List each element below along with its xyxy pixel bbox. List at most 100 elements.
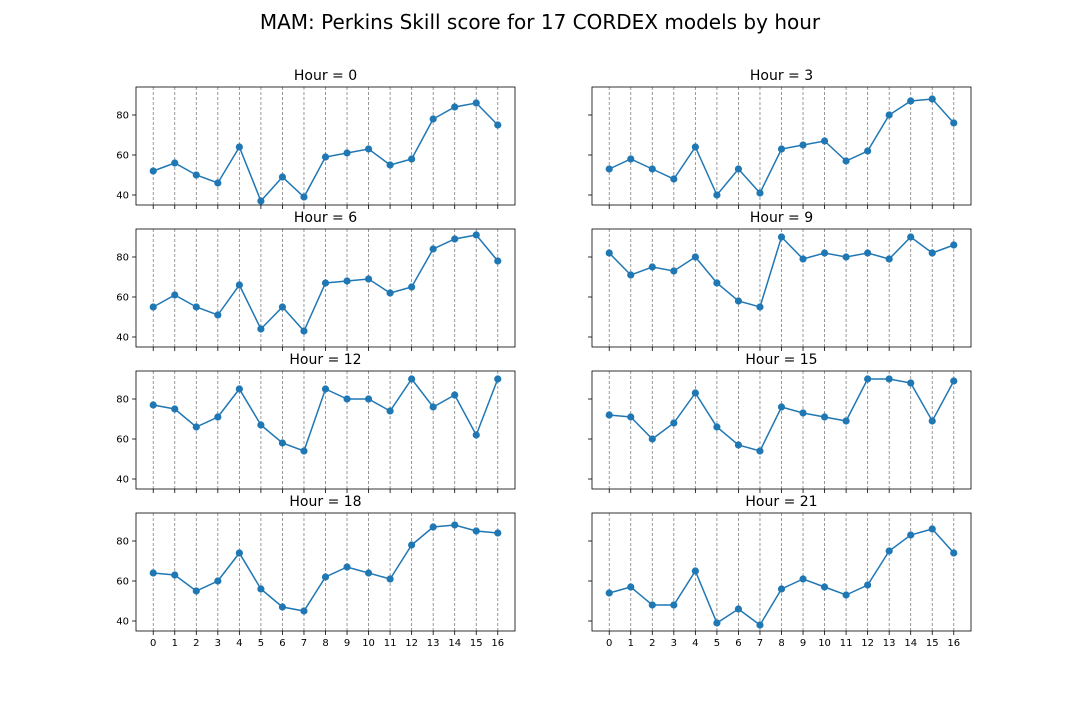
x-tick-label: 16 <box>491 638 504 649</box>
x-tick-label: 4 <box>692 638 698 649</box>
data-point <box>494 121 502 129</box>
x-tick-label: 0 <box>150 638 156 649</box>
data-point <box>257 325 265 333</box>
data-point <box>494 375 502 383</box>
data-point <box>820 249 829 257</box>
data-point <box>386 161 394 169</box>
data-point <box>408 155 416 163</box>
data-point <box>799 409 807 417</box>
data-point <box>928 525 936 533</box>
x-tick-label: 7 <box>757 638 763 649</box>
data-point <box>950 549 958 557</box>
x-tick-label: 11 <box>384 638 397 649</box>
data-point <box>799 575 807 583</box>
series-line <box>609 378 955 452</box>
data-point <box>928 249 936 257</box>
x-tick-label: 1 <box>172 638 178 649</box>
x-tick-label: 8 <box>322 638 328 649</box>
data-point <box>885 111 893 119</box>
x-tick-label: 0 <box>606 638 612 649</box>
data-point <box>627 583 635 591</box>
data-point <box>670 175 678 183</box>
data-point <box>386 289 394 297</box>
x-tick-label: 6 <box>735 638 741 649</box>
x-tick-label: 3 <box>671 638 677 649</box>
data-point <box>171 571 179 579</box>
panel-title: Hour = 12 <box>289 352 361 368</box>
panel-title: Hour = 3 <box>750 68 813 84</box>
data-point <box>605 589 613 597</box>
data-point <box>343 563 351 571</box>
x-tick-label: 6 <box>279 638 285 649</box>
x-tick-label: 10 <box>818 638 831 649</box>
data-point <box>472 231 480 239</box>
data-point <box>950 241 958 249</box>
data-point <box>214 413 222 421</box>
data-point <box>670 267 678 275</box>
data-point <box>472 431 480 439</box>
panel-title: Hour = 6 <box>294 210 357 226</box>
y-tick-label: 80 <box>116 111 129 122</box>
data-point <box>408 541 416 549</box>
data-point <box>451 521 459 529</box>
data-point <box>343 149 351 157</box>
y-tick-label: 60 <box>116 293 129 304</box>
panel-title: Hour = 15 <box>745 352 817 368</box>
data-point <box>364 395 373 403</box>
x-tick-label: 14 <box>448 638 461 649</box>
data-point <box>149 569 157 577</box>
data-point <box>734 441 743 449</box>
data-point <box>713 191 721 199</box>
data-point <box>777 403 786 411</box>
data-point <box>494 257 502 265</box>
y-tick-label: 40 <box>116 617 129 628</box>
x-tick-label: 7 <box>301 638 307 649</box>
x-tick-label: 4 <box>236 638 242 649</box>
figure-title: MAM: Perkins Skill score for 17 CORDEX m… <box>260 10 821 34</box>
y-tick-label: 60 <box>116 151 129 162</box>
data-point <box>429 115 437 123</box>
data-point <box>799 141 807 149</box>
data-point <box>756 303 764 311</box>
y-tick-label: 40 <box>116 191 129 202</box>
x-tick-label: 16 <box>947 638 960 649</box>
data-point <box>364 275 373 283</box>
data-point <box>734 165 743 173</box>
data-point <box>627 413 635 421</box>
data-point <box>777 585 786 593</box>
x-tick-label: 12 <box>861 638 874 649</box>
data-point <box>214 311 222 319</box>
y-tick-label: 80 <box>116 395 129 406</box>
panel-title: Hour = 9 <box>750 210 813 226</box>
panel-hour-0: Hour = 0 40 60 80 <box>116 68 516 209</box>
data-point <box>451 103 459 111</box>
x-tick-label: 15 <box>470 638 483 649</box>
data-point <box>713 619 721 627</box>
data-point <box>278 439 287 447</box>
data-point <box>885 547 893 555</box>
data-point <box>864 581 872 589</box>
data-point <box>429 403 437 411</box>
data-point <box>842 253 850 261</box>
data-point <box>321 153 330 161</box>
data-point <box>756 621 764 629</box>
data-point <box>627 271 635 279</box>
data-point <box>235 281 243 289</box>
x-tick-label: 12 <box>405 638 418 649</box>
data-point <box>386 575 394 583</box>
data-point <box>648 263 656 271</box>
data-point <box>670 601 678 609</box>
data-point <box>364 145 373 153</box>
data-point <box>864 249 872 257</box>
data-point <box>670 419 678 427</box>
data-point <box>734 605 743 613</box>
data-point <box>149 401 157 409</box>
data-point <box>842 157 850 165</box>
y-tick-label: 60 <box>116 435 129 446</box>
x-tick-label: 11 <box>840 638 853 649</box>
data-point <box>192 171 200 179</box>
panel-title: Hour = 21 <box>745 494 817 510</box>
